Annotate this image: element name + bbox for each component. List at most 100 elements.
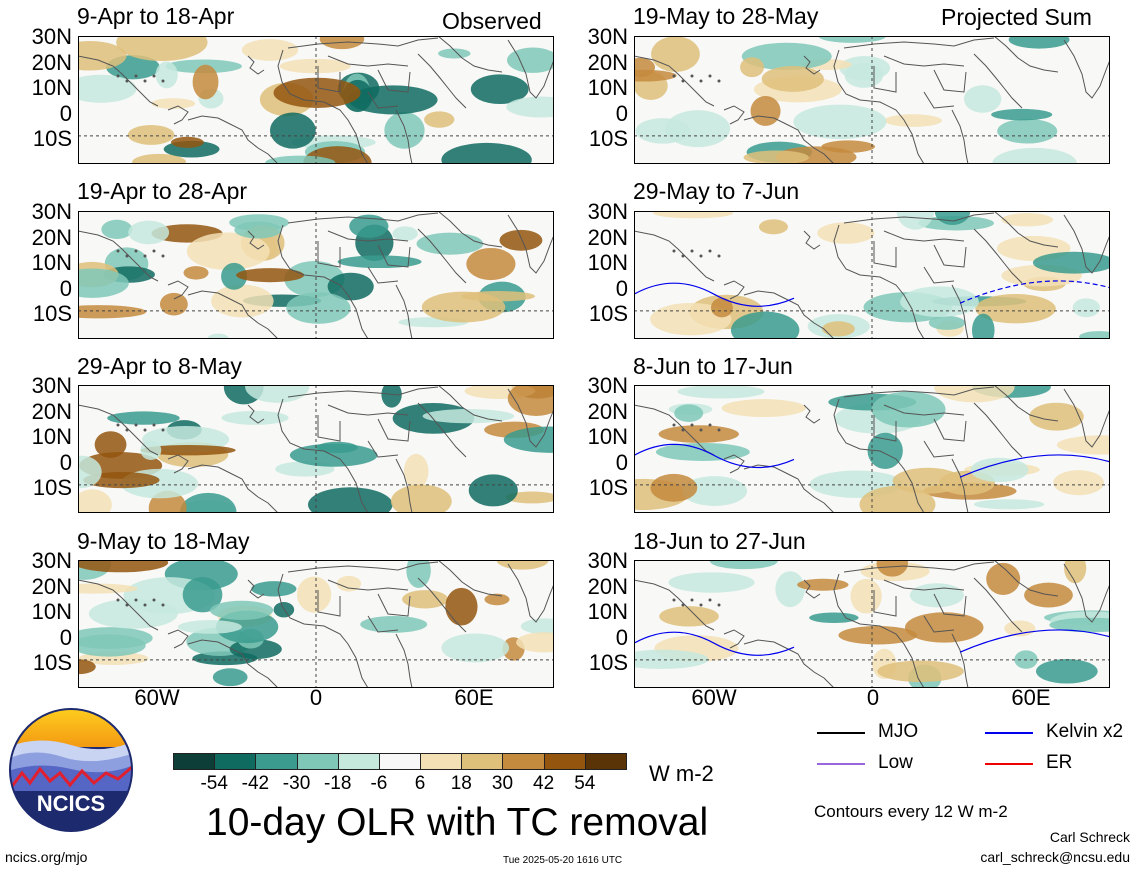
olr-anomaly-patch [236, 268, 305, 283]
y-tick-label: 10S [32, 650, 72, 675]
olr-anomaly-patch [327, 272, 374, 301]
olr-anomaly-patch [1008, 36, 1070, 49]
island [690, 249, 694, 253]
coastline [187, 464, 279, 513]
y-tick-label: 20N [587, 573, 628, 599]
coastline [833, 573, 925, 688]
coastline [377, 244, 411, 268]
olr-anomaly-patch [140, 444, 236, 456]
coastline [883, 230, 965, 242]
coastline [803, 55, 821, 75]
coastline [973, 228, 1023, 284]
coastline [933, 69, 967, 93]
coastline [167, 280, 189, 300]
olr-anomaly-patch [750, 96, 781, 126]
olr-anomaly-patch [221, 410, 289, 425]
coastline [883, 579, 965, 591]
coastline [1063, 563, 1110, 623]
x-tick-0-left: 0 [309, 685, 323, 710]
island [699, 428, 703, 432]
olr-anomaly-patch [221, 262, 248, 290]
colorbar-tick-label: -42 [241, 773, 270, 794]
x-tick-60e-right: 60E [1011, 685, 1051, 710]
coastline [377, 418, 411, 442]
colorbar-swatch [461, 753, 504, 770]
island [690, 423, 694, 427]
olr-anomaly-patch [992, 147, 1077, 164]
coastline [317, 66, 341, 93]
coastline [883, 55, 965, 67]
olr-anomaly-patch [438, 48, 471, 59]
olr-map [634, 36, 1110, 164]
olr-anomaly-patch [506, 47, 554, 73]
olr-anomaly-patch [973, 499, 1045, 510]
right-panel-title: 19-May to 28-May [633, 3, 819, 29]
olr-anomaly-patch [653, 211, 734, 219]
olr-anomaly-patch [78, 74, 137, 103]
island [116, 598, 120, 602]
coastline [327, 579, 409, 591]
colorbar-tick-label: -30 [282, 773, 311, 794]
coastline [833, 224, 925, 339]
coastline [327, 404, 409, 416]
olr-anomaly-patch [821, 140, 875, 153]
island [681, 254, 685, 258]
island [125, 79, 129, 83]
right-map-panel [634, 560, 1110, 688]
olr-anomaly-patch [83, 472, 160, 489]
coastline [417, 228, 467, 284]
olr-anomaly-patch [78, 305, 147, 319]
left-map-panel [78, 560, 554, 688]
left-panel-title: 19-Apr to 28-Apr [77, 178, 248, 204]
coastline [167, 454, 189, 474]
island [116, 74, 120, 78]
olr-anomaly-patch [730, 311, 800, 339]
coastline [933, 244, 967, 268]
olr-anomaly-patch [296, 576, 332, 613]
olr-anomaly-patch [78, 583, 138, 594]
colorbar-tick-label: 30 [491, 773, 514, 794]
x-tick-0-right: 0 [866, 685, 880, 710]
olr-anomaly-patch [101, 219, 133, 240]
y-tick-label: 10S [588, 301, 628, 326]
coastline [417, 53, 467, 109]
olr-anomaly-patch [279, 58, 351, 74]
coastline [167, 629, 189, 649]
footer-email: carl_schreck@ncsu.edu [980, 849, 1130, 865]
olr-anomaly-patch [900, 286, 979, 318]
island [672, 423, 676, 427]
olr-map [78, 36, 554, 164]
olr-anomaly-patch [668, 572, 755, 593]
island [143, 79, 147, 83]
olr-anomaly-patch [182, 577, 223, 613]
olr-anomaly-patch [403, 453, 429, 489]
footer-url: ncics.org/mjo [5, 849, 88, 865]
olr-anomaly-patch [88, 599, 178, 629]
coastline [743, 464, 835, 513]
right-map-panel [634, 211, 1110, 339]
olr-anomaly-patch [159, 292, 188, 316]
olr-anomaly-patch [78, 489, 112, 513]
coastline [317, 590, 341, 617]
coastline [317, 415, 341, 442]
olr-anomaly-patch [468, 474, 518, 507]
coastline [993, 560, 1059, 597]
y-tick-label: 20N [31, 224, 72, 250]
coastline [247, 404, 265, 424]
kelvin-contour [634, 443, 795, 468]
olr-anomaly-patch [186, 232, 270, 271]
y-tick-label: 0 [59, 449, 72, 475]
legend-mjo-label: MJO [878, 721, 919, 742]
coastline [951, 284, 969, 339]
olr-anomaly-patch [721, 399, 806, 417]
island [125, 254, 129, 258]
y-tick-label: 20N [31, 398, 72, 424]
coastline [367, 266, 399, 284]
olr-anomaly-patch [516, 632, 554, 653]
left-map-panel [78, 385, 554, 513]
olr-anomaly-patch [871, 391, 946, 428]
olr-anomaly-patch [775, 571, 805, 608]
olr-anomaly-patch [402, 590, 449, 609]
legend-kelvin-label: Kelvin x2 [1046, 721, 1124, 742]
coastline [247, 230, 265, 250]
